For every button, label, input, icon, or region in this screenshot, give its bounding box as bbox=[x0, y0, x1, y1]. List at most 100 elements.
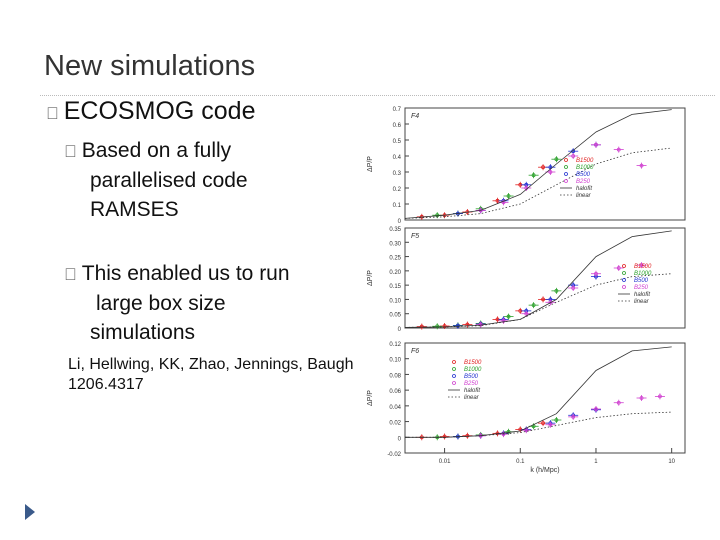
data-point-B250 bbox=[658, 394, 662, 399]
bullet-box-icon:  bbox=[64, 265, 77, 284]
y-tick-label: 0.12 bbox=[389, 342, 401, 348]
title-divider bbox=[40, 95, 715, 96]
bullet-box-icon:  bbox=[64, 142, 77, 161]
data-point-B1500 bbox=[541, 421, 545, 426]
legend-label: B1500 bbox=[634, 264, 652, 270]
data-point-B250 bbox=[594, 407, 598, 411]
reference-arxiv-id: 1206.4317 bbox=[68, 376, 144, 393]
x-tick-label: 1 bbox=[594, 459, 598, 465]
panel-label: F5 bbox=[411, 233, 419, 240]
bullet-line: Based on a fully bbox=[69, 139, 231, 162]
y-tick-label: 0.02 bbox=[389, 421, 401, 427]
data-point-B1500 bbox=[442, 324, 447, 328]
y-tick-label: 0 bbox=[398, 327, 402, 333]
reference-authors: Li, Hellwing, KK, Zhao, Jennings, Baugh bbox=[68, 356, 354, 373]
legend-swatch bbox=[452, 374, 456, 378]
bullet-line: This enabled us to run bbox=[69, 262, 290, 285]
y-tick-label: 0.06 bbox=[389, 389, 401, 395]
legend-label: linear bbox=[634, 299, 650, 305]
y-tick-label: 0 bbox=[398, 436, 402, 442]
data-point-B250 bbox=[548, 170, 553, 174]
bullet-line: simulations bbox=[90, 321, 196, 344]
bullet-line: large box size bbox=[96, 292, 226, 315]
data-point-B250 bbox=[524, 311, 529, 316]
y-tick-label: 0.08 bbox=[389, 373, 401, 379]
panel-label: F4 bbox=[411, 113, 419, 120]
data-point-B250 bbox=[616, 266, 621, 270]
y-tick-label: 0.25 bbox=[389, 256, 401, 262]
data-point-B1500 bbox=[465, 433, 470, 438]
legend-label: B500 bbox=[464, 374, 479, 380]
data-point-B1500 bbox=[419, 324, 424, 329]
data-point-B250 bbox=[594, 142, 598, 147]
data-point-B250 bbox=[571, 414, 576, 419]
next-slide-arrow-icon[interactable] bbox=[25, 504, 35, 520]
data-point-B1000 bbox=[435, 324, 440, 329]
data-point-B1000 bbox=[531, 303, 536, 308]
panel-frame bbox=[404, 227, 686, 329]
slide-title: New simulations bbox=[44, 50, 256, 82]
data-point-B1000 bbox=[506, 314, 511, 319]
panel-frame bbox=[404, 107, 686, 221]
legend-label: B250 bbox=[464, 381, 479, 387]
data-point-B1000 bbox=[506, 429, 511, 434]
data-point-B1000 bbox=[506, 194, 511, 198]
chart-panel-F6: -0.02 0 0.02 0.04 0.06 0.08 0.10 0.12 ΔP/P F6 0.01… bbox=[367, 342, 686, 474]
data-point-B1500 bbox=[541, 165, 545, 170]
bullet-level1-ecosmog: ECOSMOG code bbox=[46, 97, 255, 126]
data-point-B1000 bbox=[554, 157, 559, 162]
legend-label: B250 bbox=[634, 285, 649, 291]
y-tick-label: 0.15 bbox=[389, 284, 401, 290]
y-tick-label: -0.02 bbox=[387, 452, 401, 458]
legend-label: B500 bbox=[576, 172, 591, 178]
y-tick-label: 0.10 bbox=[389, 358, 401, 364]
bullet-level2-ramses: Based on a fully parallelised code RAMS… bbox=[64, 136, 294, 224]
series-line-linear bbox=[404, 273, 672, 328]
series-line-halofit bbox=[404, 109, 672, 219]
bullet-line: parallelised code bbox=[90, 169, 248, 192]
legend-swatch bbox=[564, 165, 568, 169]
y-tick-label: 0.10 bbox=[389, 298, 401, 304]
data-point-B250 bbox=[639, 396, 644, 400]
y-tick-label: 0.04 bbox=[389, 405, 401, 411]
legend-swatch bbox=[564, 158, 568, 162]
data-point-B250 bbox=[571, 286, 576, 290]
x-tick-label: 10 bbox=[668, 459, 675, 465]
legend-label: B1500 bbox=[576, 158, 594, 164]
y-tick-label: 0.3 bbox=[393, 171, 402, 177]
legend-swatch bbox=[622, 264, 626, 268]
legend-swatch bbox=[622, 285, 626, 289]
legend-label: linear bbox=[576, 193, 592, 199]
data-point-B1000 bbox=[554, 288, 559, 293]
data-point-B1000 bbox=[531, 173, 536, 178]
y-tick-label: 0.6 bbox=[393, 123, 402, 129]
data-point-B250 bbox=[524, 428, 529, 433]
y-tick-label: 0.35 bbox=[389, 227, 401, 233]
legend-label: linear bbox=[464, 395, 480, 401]
legend-label: B1500 bbox=[464, 360, 482, 366]
legend-swatch bbox=[564, 179, 568, 183]
x-tick-label: 0.01 bbox=[439, 459, 451, 465]
bullet-level2-large-box: This enabled us to run large box size s… bbox=[64, 259, 364, 347]
data-point-B250 bbox=[571, 154, 576, 158]
data-point-B250 bbox=[616, 147, 621, 152]
legend-label: halofit bbox=[634, 292, 650, 298]
chart-panel-F4: 0 0.1 0.2 0.3 0.4 0.5 0.6 0.7 ΔP/P F4 B1500B1000B5… bbox=[367, 107, 686, 225]
y-axis-label: ΔP/P bbox=[367, 270, 374, 286]
panel-label: F6 bbox=[411, 348, 419, 355]
series-line-linear bbox=[404, 147, 672, 219]
figure-svg: 00.10.20.30.40.50.60.7ΔP/PF4B1500B1000B5… bbox=[367, 107, 686, 474]
y-tick-label: 0.7 bbox=[393, 107, 402, 113]
legend-swatch bbox=[564, 172, 568, 176]
x-axis-label: k (h/Mpc) bbox=[530, 467, 559, 474]
y-tick-label: 0.2 bbox=[393, 187, 402, 193]
y-tick-label: 0 bbox=[398, 219, 402, 225]
reference-citation: Li, Hellwing, KK, Zhao, Jennings, Baugh … bbox=[68, 355, 354, 395]
y-tick-label: 0.5 bbox=[393, 139, 402, 145]
data-point-B500 bbox=[456, 323, 460, 328]
legend-swatch bbox=[452, 360, 456, 364]
y-tick-label: 0.4 bbox=[393, 155, 402, 161]
legend-label: B1000 bbox=[464, 367, 482, 373]
legend-swatch bbox=[622, 271, 626, 275]
data-point-B1500 bbox=[442, 434, 447, 439]
